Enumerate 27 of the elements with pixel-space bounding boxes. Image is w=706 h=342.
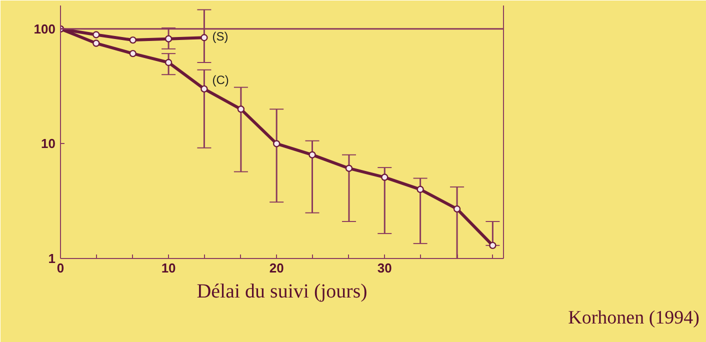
point: [489, 242, 496, 250]
point: [164, 35, 172, 42]
point: [308, 151, 316, 158]
x-tick-label: 10: [161, 260, 176, 276]
point: [416, 186, 424, 193]
point: [381, 174, 388, 181]
point: [92, 40, 100, 47]
x-axis-title: Délai du suivi (jours): [196, 280, 368, 302]
y-tick-label: 10: [41, 136, 56, 152]
series-label: (S): [212, 30, 228, 44]
x-tick-label: 30: [377, 260, 392, 276]
point: [129, 50, 136, 58]
point: [200, 34, 208, 42]
point: [164, 58, 172, 66]
y-tick-label: 1: [48, 251, 56, 266]
x-tick-label: 0: [56, 260, 64, 276]
point: [453, 205, 461, 213]
text: Korhonen (1994): [568, 308, 700, 328]
point: [273, 140, 280, 148]
series-label: (C): [212, 72, 229, 87]
y-tick-label: 100: [34, 21, 56, 36]
point: [92, 31, 100, 38]
point: [345, 164, 353, 172]
point: [200, 85, 208, 93]
point: [237, 106, 245, 113]
point: [129, 36, 136, 44]
x-tick-label: 20: [269, 260, 284, 276]
